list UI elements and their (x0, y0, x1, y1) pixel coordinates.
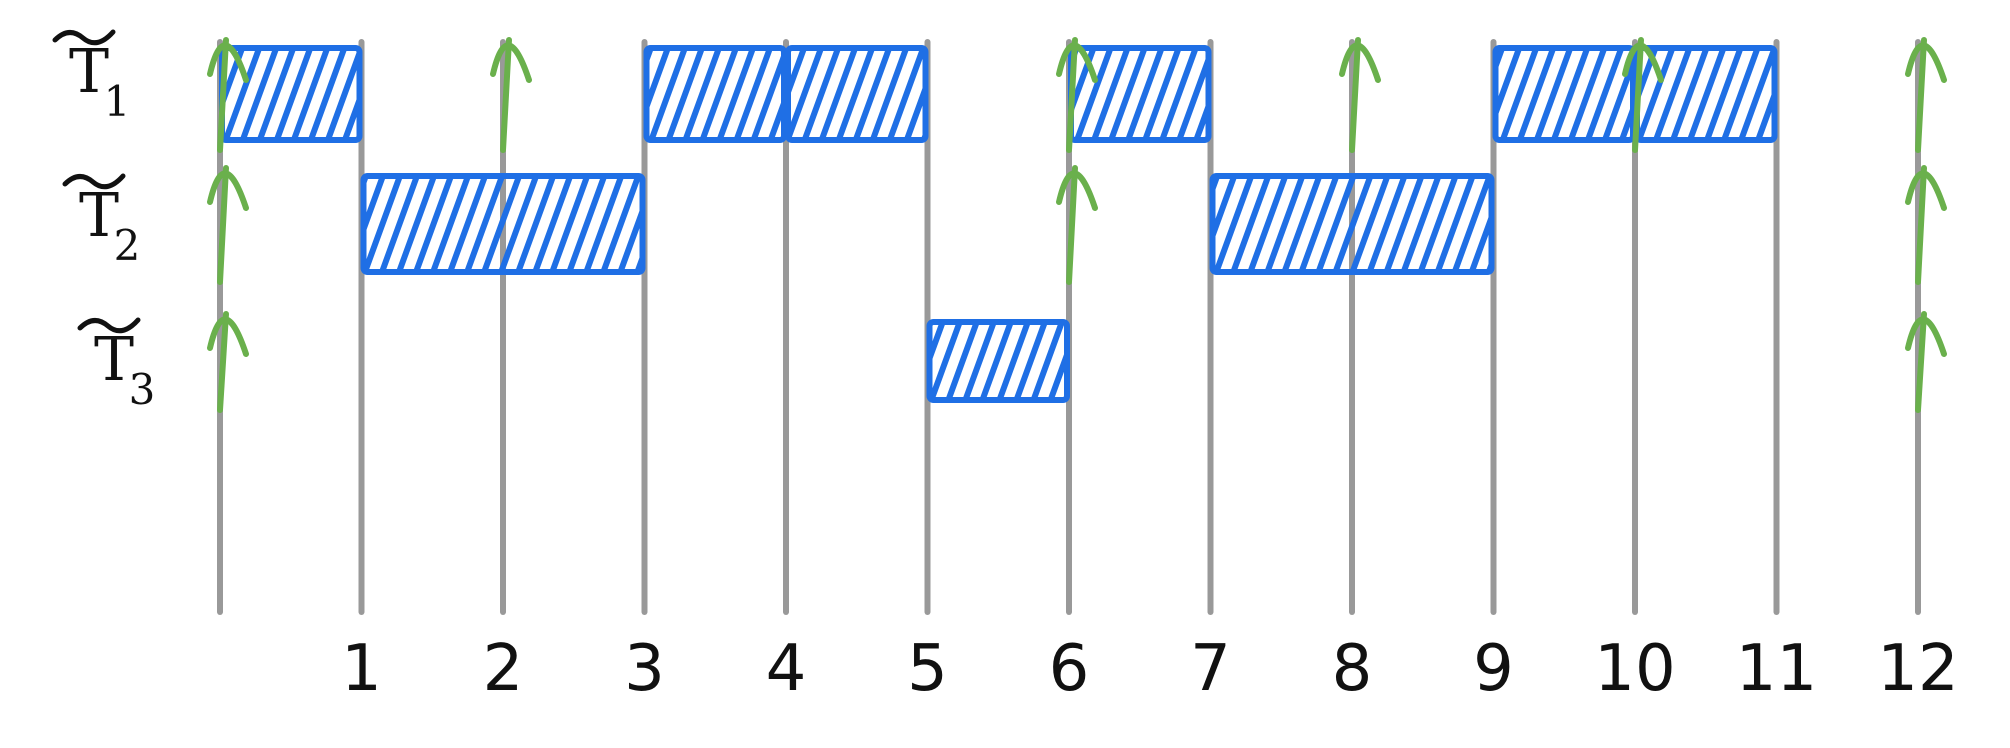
job-executions (219, 45, 1778, 403)
tick-label: 6 (1049, 632, 1090, 706)
tick-label: 8 (1332, 632, 1373, 706)
tilde-mark (52, 29, 116, 46)
time-tick-labels: 1 2 3 4 5 6 7 8 9 10 11 12 (341, 632, 1959, 706)
tick-label: 12 (1877, 632, 1958, 706)
release-arrows (207, 37, 1947, 413)
tick-label: 10 (1594, 632, 1675, 706)
task-label-1: T1 (52, 29, 131, 126)
release-arrow (1622, 37, 1664, 153)
release-arrow (1905, 37, 1947, 153)
job-block (219, 45, 363, 143)
release-arrow (1905, 311, 1947, 413)
release-arrow (207, 311, 249, 413)
release-arrow (207, 165, 249, 285)
task-label-3: T3 (77, 317, 156, 414)
job-block (785, 45, 929, 143)
task-subscript: 1 (104, 77, 131, 126)
job-block (1068, 45, 1212, 143)
task-label-2: T2 (62, 173, 141, 270)
job-block (643, 45, 787, 143)
job-block (926, 319, 1070, 403)
task-letter: T (69, 37, 109, 107)
tick-label: 1 (341, 632, 382, 706)
task-letter: T (94, 325, 134, 395)
tick-label: 7 (1190, 632, 1231, 706)
tick-label: 9 (1473, 632, 1514, 706)
tick-label: 5 (907, 632, 948, 706)
job-block (360, 173, 646, 275)
task-subscript: 2 (114, 221, 141, 270)
release-arrow (207, 37, 249, 153)
tick-label: 3 (624, 632, 665, 706)
task-subscript: 3 (129, 365, 156, 414)
tick-label: 2 (483, 632, 524, 706)
job-block (1492, 45, 1636, 143)
tilde-mark (62, 173, 126, 190)
release-arrow (1056, 37, 1098, 153)
tick-label: 11 (1736, 632, 1817, 706)
release-arrow (1905, 165, 1947, 285)
job-block (1634, 45, 1778, 143)
release-arrow (1056, 165, 1098, 285)
release-arrow (1339, 37, 1381, 153)
release-arrow (490, 37, 532, 153)
job-block (1209, 173, 1495, 275)
tick-label: 4 (766, 632, 807, 706)
tilde-mark (77, 317, 141, 334)
task-letter: T (79, 181, 119, 251)
